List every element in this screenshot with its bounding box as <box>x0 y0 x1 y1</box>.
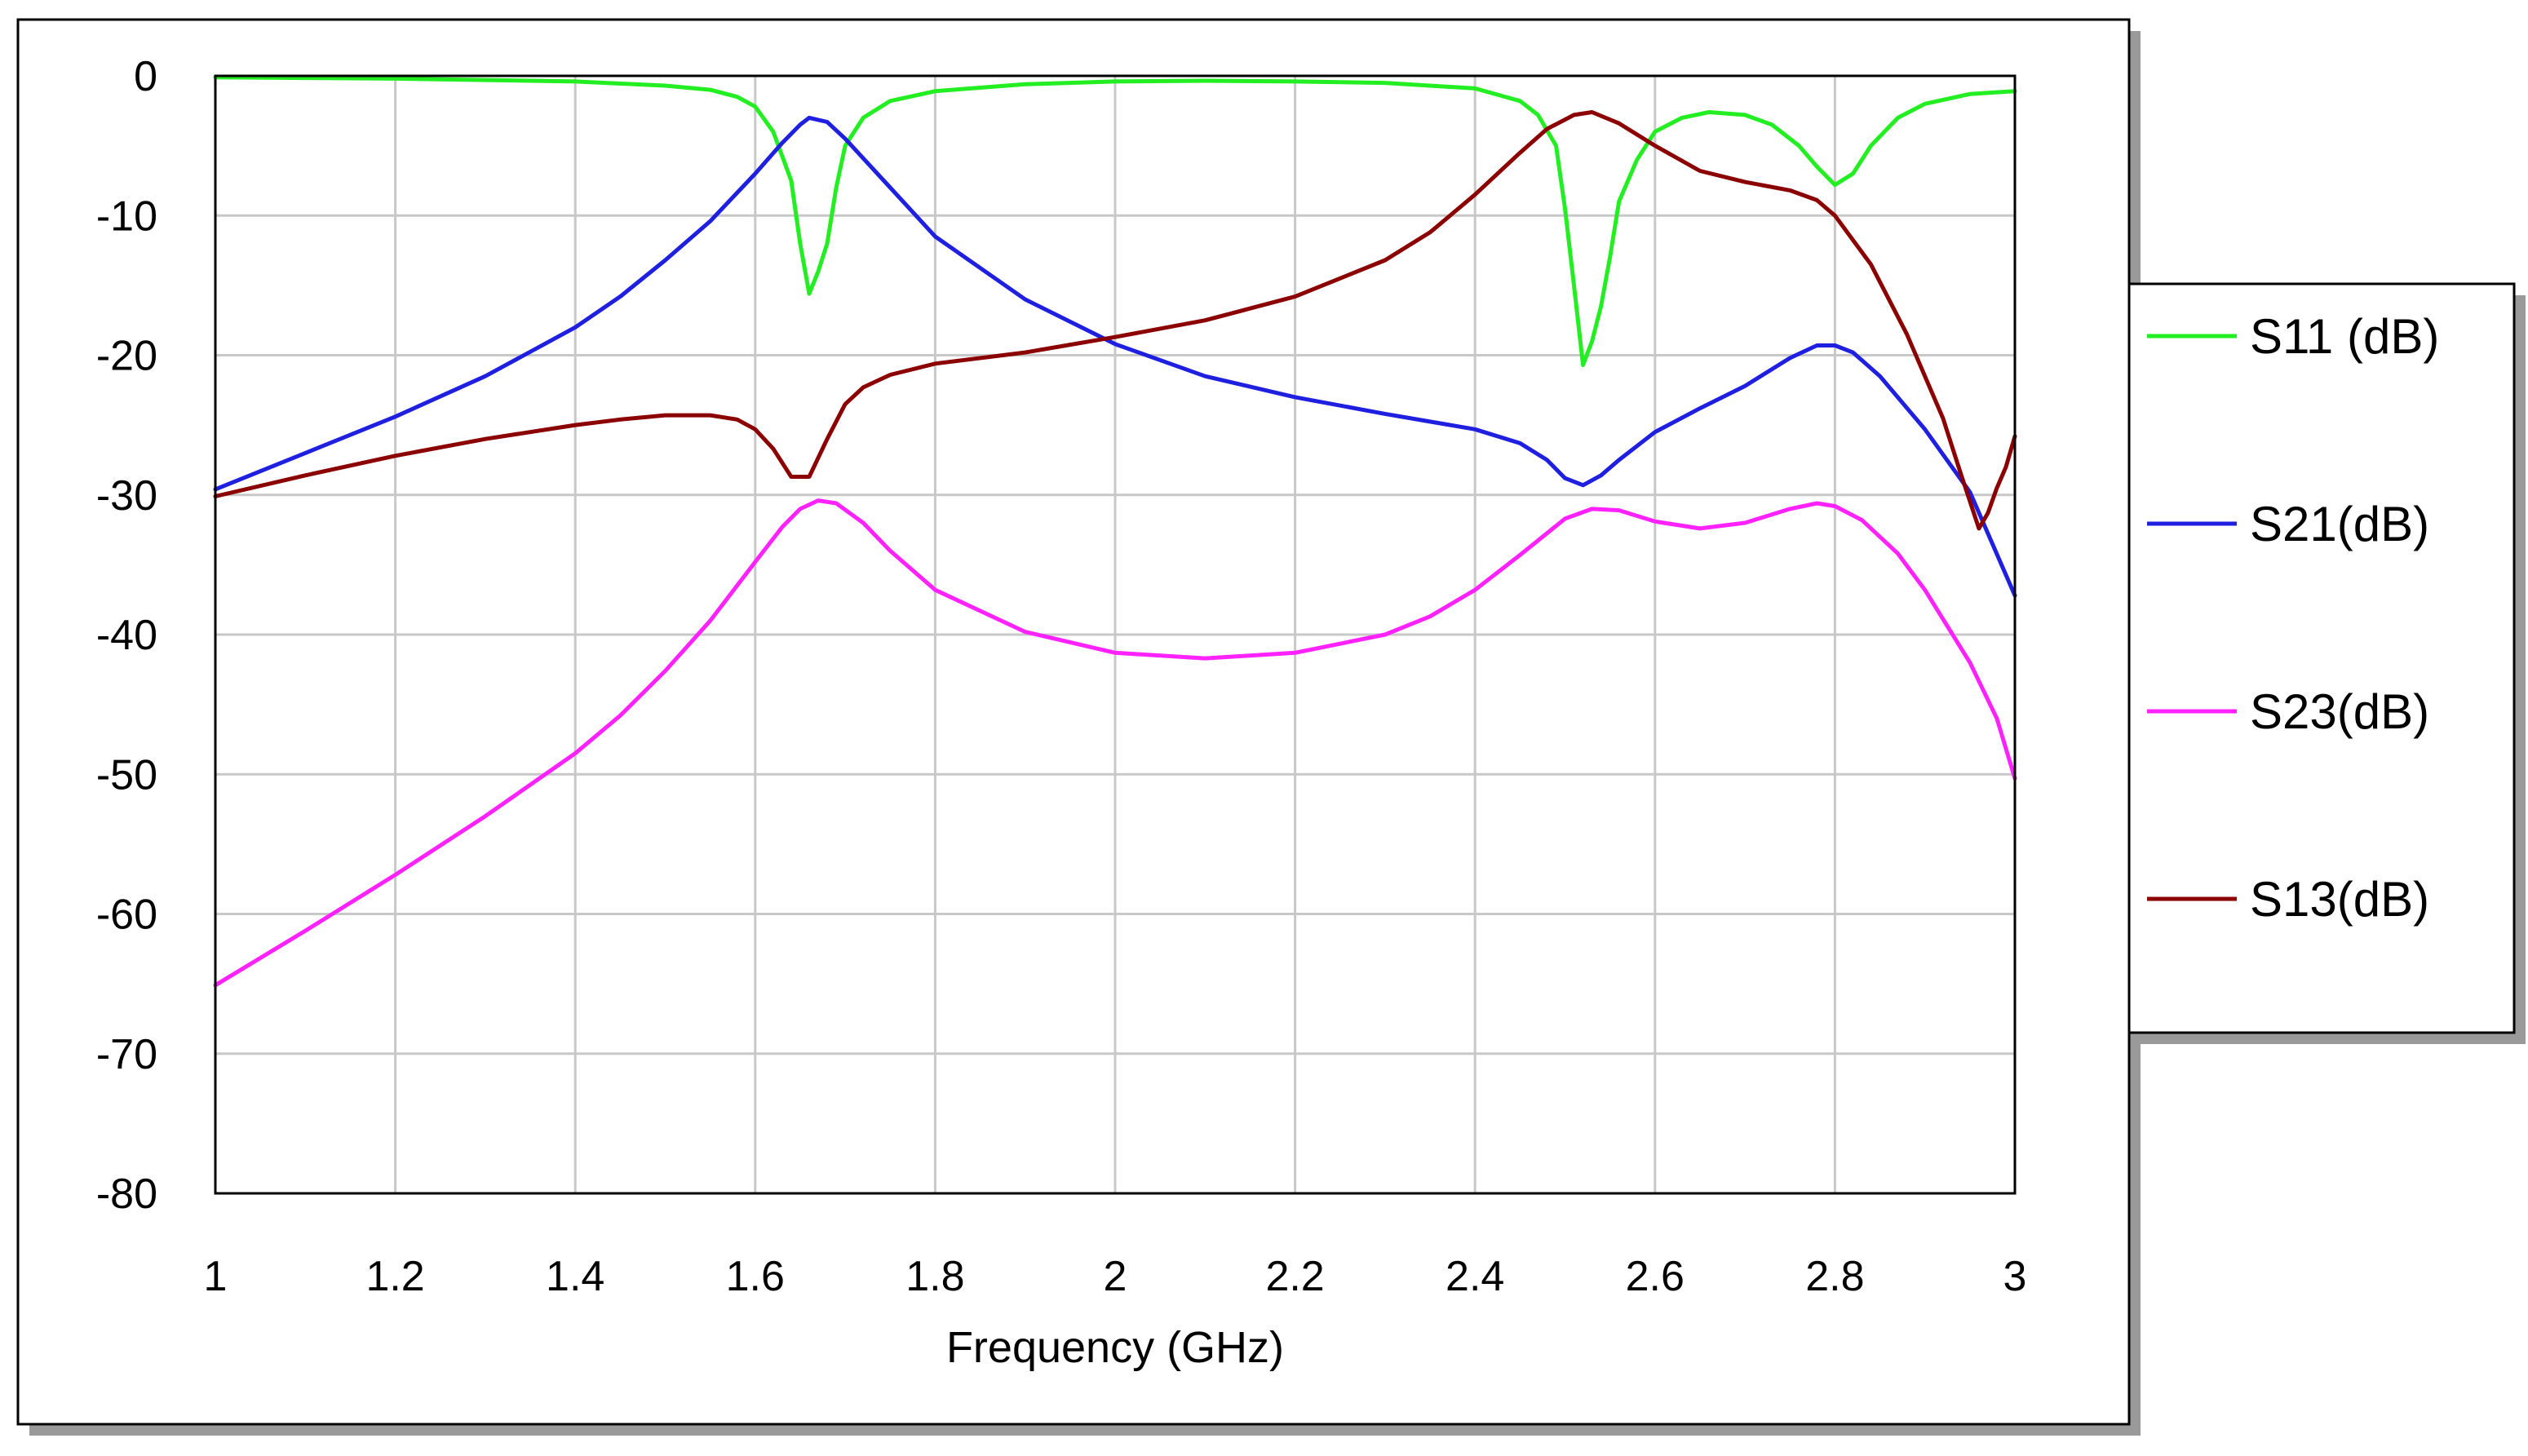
y-tick-label: -10 <box>96 193 157 240</box>
x-tick-label: 3 <box>2003 1253 2027 1300</box>
x-tick-label: 2.8 <box>1805 1253 1864 1300</box>
series-line-2 <box>213 498 2017 988</box>
x-tick-label: 2 <box>1104 1253 1127 1300</box>
y-tick-label: -20 <box>96 333 157 380</box>
x-tick-label: 2.2 <box>1265 1253 1324 1300</box>
plot-area <box>213 74 2017 1195</box>
y-axis-ticks: 0 -10 -20 -30 -40 -50 -60 -70 -80 <box>96 53 157 1218</box>
x-tick-label: 1.6 <box>726 1253 785 1300</box>
y-tick-label: -60 <box>96 892 157 939</box>
x-axis-title: Frequency (GHz) <box>946 1323 1284 1372</box>
series-lines <box>213 75 2017 988</box>
legend-label-2: S23(dB) <box>2250 684 2429 739</box>
series-line-3 <box>213 110 2017 531</box>
x-tick-label: 1.4 <box>546 1253 604 1300</box>
y-tick-label: -50 <box>96 751 157 799</box>
legend: S11 (dB) S21(dB) S23(dB) S13(dB) <box>2147 309 2439 927</box>
x-tick-label: 2.4 <box>1446 1253 1504 1300</box>
series-line-0 <box>213 75 2017 367</box>
legend-label-1: S21(dB) <box>2250 497 2429 551</box>
y-tick-label: -40 <box>96 612 157 659</box>
x-axis-ticks: 1 1.2 1.4 1.6 1.8 2 2.2 2.4 2.6 2.8 3 <box>204 1253 2027 1300</box>
x-tick-label: 1 <box>204 1253 228 1300</box>
y-tick-label: -80 <box>96 1171 157 1218</box>
x-tick-label: 1.8 <box>905 1253 964 1300</box>
legend-box <box>2127 282 2516 1034</box>
x-tick-label: 1.2 <box>365 1253 424 1300</box>
x-tick-label: 2.6 <box>1626 1253 1685 1300</box>
y-tick-label: -30 <box>96 472 157 520</box>
series-line-1 <box>213 115 2017 598</box>
y-tick-label: -70 <box>96 1031 157 1078</box>
legend-label-3: S13(dB) <box>2250 872 2429 927</box>
y-tick-label: 0 <box>134 53 157 100</box>
legend-label-0: S11 (dB) <box>2250 309 2439 364</box>
plot-frame <box>214 74 2017 1195</box>
